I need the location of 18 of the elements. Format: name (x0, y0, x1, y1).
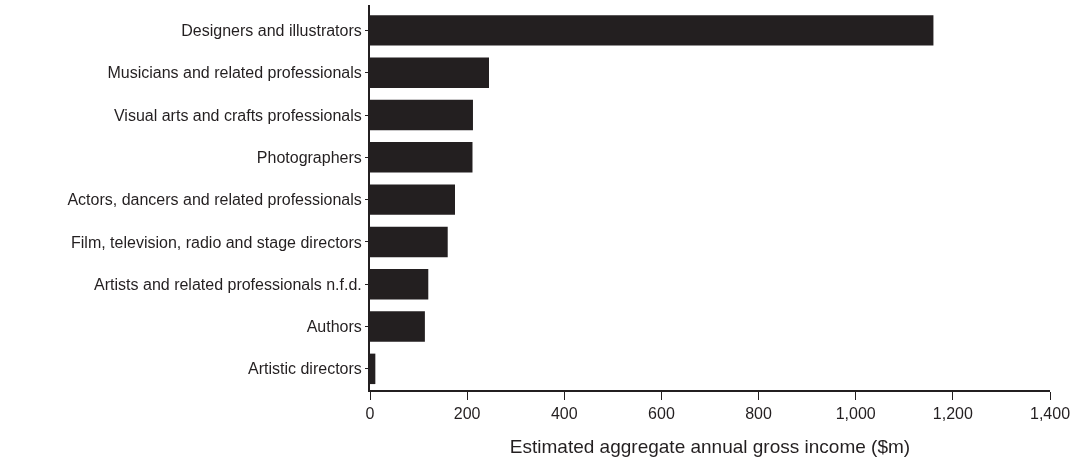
x-tick-label: 600 (648, 405, 675, 423)
x-tick-label: 1,000 (835, 405, 876, 423)
y-tick-label: Authors (306, 318, 362, 336)
y-tick-label: Actors, dancers and related professionals (67, 191, 362, 209)
y-tick-label: Artistic directors (248, 360, 362, 378)
x-tick-label: 0 (365, 405, 375, 423)
y-tick-label: Artists and related professionals n.f.d. (94, 275, 362, 293)
x-tick-label: 1,200 (932, 405, 973, 423)
y-tick-label: Film, television, radio and stage directors (71, 233, 362, 251)
x-tick-label: 1,400 (1029, 405, 1071, 423)
y-tick-label: Visual arts and crafts professionals (113, 106, 362, 124)
x-axis-title: Estimated aggregate annual gross income ($m) (509, 435, 911, 457)
x-tick-label: 400 (550, 405, 578, 423)
y-tick-label: Musicians and related professionals (107, 64, 362, 82)
y-tick-label: Photographers (256, 148, 362, 166)
x-tick-label: 200 (453, 405, 481, 423)
x-tick-label: 800 (745, 405, 773, 423)
y-tick-label: Designers and illustrators (181, 21, 362, 39)
